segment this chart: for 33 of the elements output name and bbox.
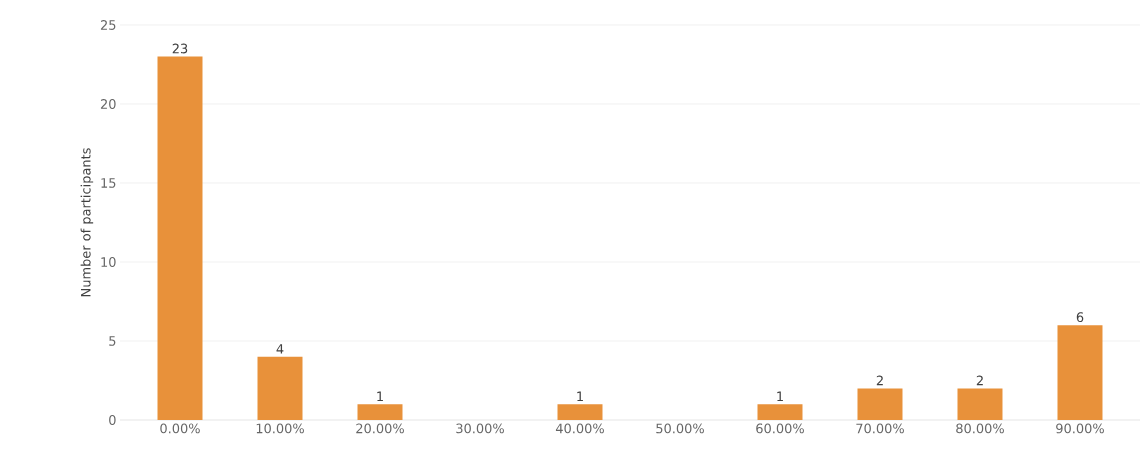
- x-tick-label: 20.00%: [356, 423, 404, 434]
- bar: [157, 56, 203, 420]
- y-axis-title: Number of participants: [80, 148, 94, 297]
- data-label: 4: [276, 344, 284, 354]
- x-tick-label: 80.00%: [956, 423, 1004, 434]
- y-tick-label: 25: [100, 20, 116, 30]
- x-tick-label: 90.00%: [1056, 423, 1104, 434]
- y-tick-label: 5: [109, 336, 116, 346]
- y-tick-label: 15: [101, 178, 116, 188]
- data-label: 1: [377, 391, 383, 401]
- data-label: 1: [577, 391, 583, 401]
- y-tick-label: 20: [100, 99, 116, 109]
- data-label: 1: [777, 391, 783, 401]
- y-tick-label: 0: [109, 415, 116, 425]
- bar: [857, 388, 903, 420]
- x-tick-label: 30.00%: [456, 423, 504, 434]
- y-tick-label: 10: [101, 257, 116, 267]
- data-label: 2: [976, 375, 983, 386]
- bar: [357, 404, 403, 420]
- bar: [557, 404, 603, 420]
- x-tick-label: 10.00%: [256, 423, 304, 434]
- bar: [957, 388, 1003, 420]
- data-label: 6: [1076, 312, 1084, 322]
- bar: [1057, 325, 1103, 420]
- x-tick-label: 50.00%: [656, 423, 704, 434]
- bar: [757, 404, 803, 420]
- x-tick-label: 40.00%: [555, 423, 604, 434]
- data-label: 23: [172, 43, 188, 54]
- x-tick-label: 60.00%: [756, 423, 804, 434]
- x-tick-label: 70.00%: [856, 423, 904, 434]
- data-label: 2: [876, 375, 883, 386]
- x-tick-label: 0.00%: [160, 423, 200, 434]
- bar: [257, 356, 303, 420]
